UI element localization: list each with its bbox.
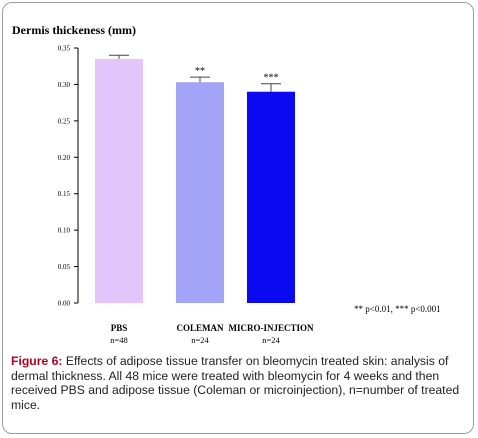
bar-coleman xyxy=(176,82,224,303)
bar-micro-injection xyxy=(247,91,295,303)
sample-size-label: n=48 xyxy=(110,335,128,345)
y-tick-label: 0.10 xyxy=(58,227,71,235)
bar-chart: Dermis thickeness (mm) 0.000.050.100.150… xyxy=(12,23,441,345)
figure-caption: Figure 6: Effects of adipose tissue tran… xyxy=(11,354,467,412)
y-tick-label: 0.15 xyxy=(58,190,71,198)
y-tick-label: 0.05 xyxy=(58,263,71,271)
y-axis: 0.00 0.05 0.10 0.15 0.20 0.25 0.30 0.35 xyxy=(58,45,79,308)
x-axis-labels: PBS n=48 COLEMAN n=24 MICRO-INJECTION n=24 xyxy=(110,323,314,345)
significance-marker: *** xyxy=(264,73,279,84)
significance-marker: ** xyxy=(195,66,205,77)
chart-title: Dermis thickeness (mm) xyxy=(12,23,136,37)
figure-frame xyxy=(2,2,474,434)
y-tick-label: 0.25 xyxy=(58,117,71,125)
bars: ***** xyxy=(95,54,295,303)
sample-size-label: n=24 xyxy=(191,335,209,345)
caption-label: Figure 6: xyxy=(11,354,63,368)
y-tick-label: 0.30 xyxy=(58,81,71,89)
y-tick-label: 0.35 xyxy=(58,45,71,53)
category-label: COLEMAN xyxy=(177,323,225,333)
y-tick-label: 0.20 xyxy=(58,154,71,162)
category-label: MICRO-INJECTION xyxy=(228,323,314,333)
bar-pbs xyxy=(95,58,143,303)
caption-text: Effects of adipose tissue transfer on bl… xyxy=(11,354,460,412)
significance-note: ** p<0.01, *** p<0.001 xyxy=(354,304,441,314)
category-label: PBS xyxy=(111,323,128,333)
y-tick-label: 0.00 xyxy=(58,300,71,308)
sample-size-label: n=24 xyxy=(262,335,280,345)
